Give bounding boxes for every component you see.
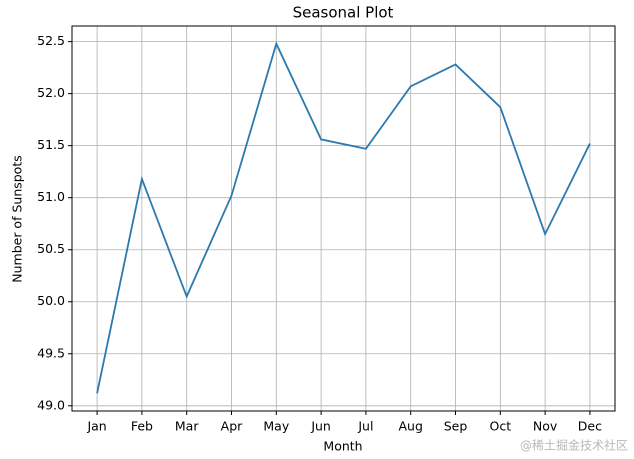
data-line	[96, 41, 591, 394]
x-tick-label: Jun	[310, 419, 331, 434]
x-tick-label: Dec	[578, 419, 602, 434]
watermark: @稀土掘金技术社区	[520, 438, 628, 453]
chart-title: Seasonal Plot	[293, 4, 394, 22]
y-tick-label: 49.5	[37, 345, 65, 360]
y-tick-label: 49.0	[37, 397, 65, 412]
x-tick-label: Oct	[489, 419, 511, 434]
x-tick-label: Aug	[398, 419, 422, 434]
y-axis-label: Number of Sunspots	[10, 155, 25, 283]
y-tick-label: 52.5	[37, 33, 65, 48]
y-tick-label: 51.0	[37, 189, 65, 204]
y-tick-label: 50.0	[37, 293, 65, 308]
x-tick-label: Sep	[444, 419, 468, 434]
x-tick-label: Jul	[357, 419, 373, 434]
x-tick-label: Jan	[86, 419, 106, 434]
y-tick-label: 51.5	[37, 137, 65, 152]
x-axis-label: Month	[323, 439, 362, 454]
y-tick-label: 50.5	[37, 241, 65, 256]
x-tick-label: Nov	[533, 419, 558, 434]
x-tick-label: May	[263, 419, 289, 434]
y-tick-label: 52.0	[37, 85, 65, 100]
x-tick-label: Mar	[175, 419, 199, 434]
plot-frame	[71, 25, 616, 412]
x-tick-label: Feb	[131, 419, 153, 434]
x-tick-label: Apr	[221, 419, 243, 434]
